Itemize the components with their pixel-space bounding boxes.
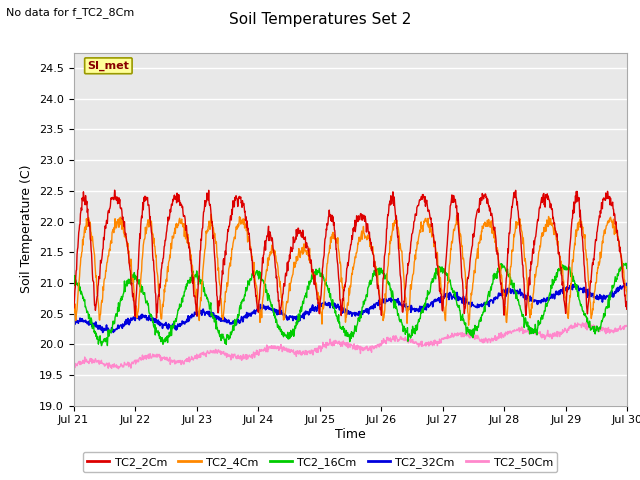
X-axis label: Time: Time	[335, 428, 366, 441]
Y-axis label: Soil Temperature (C): Soil Temperature (C)	[20, 165, 33, 293]
Text: SI_met: SI_met	[88, 60, 129, 71]
Text: Soil Temperatures Set 2: Soil Temperatures Set 2	[229, 12, 411, 27]
Legend: TC2_2Cm, TC2_4Cm, TC2_16Cm, TC2_32Cm, TC2_50Cm: TC2_2Cm, TC2_4Cm, TC2_16Cm, TC2_32Cm, TC…	[83, 452, 557, 472]
Text: No data for f_TC2_8Cm: No data for f_TC2_8Cm	[6, 7, 134, 18]
